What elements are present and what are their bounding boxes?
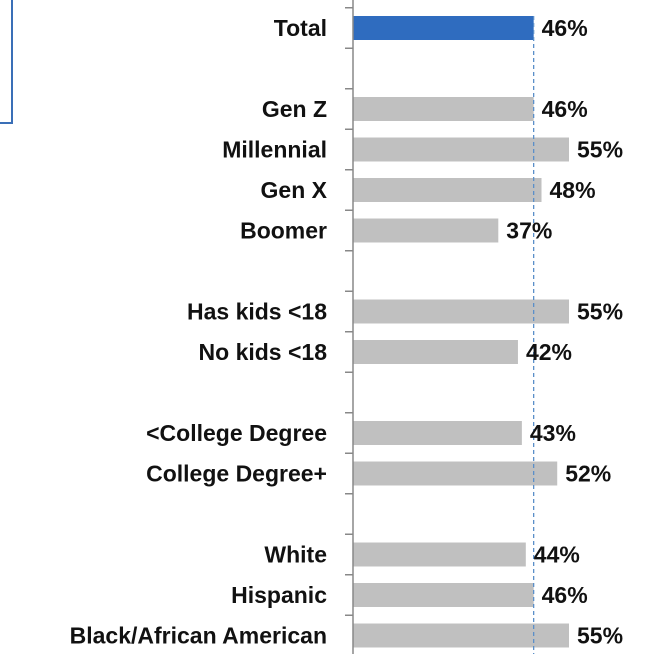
value-label-black-african-american: 55% (577, 623, 623, 649)
value-label-millennial: 55% (577, 137, 623, 163)
bar-college-degree (353, 421, 522, 445)
category-label-has-kids-18: Has kids <18 (187, 299, 327, 325)
category-label-college-degree: College Degree+ (146, 461, 327, 487)
category-labels: Total Gen Z Millennial Gen X Boomer Has kids … (70, 15, 328, 649)
category-label-total: Total (274, 15, 327, 41)
bar-black-african-american (353, 623, 569, 648)
value-label-college-degree: 52% (565, 461, 611, 487)
category-label-boomer: Boomer (240, 218, 327, 244)
category-label-gen-z: Gen Z (262, 96, 327, 122)
value-label-no-kids-18: 42% (526, 339, 572, 365)
bar-college-degree (353, 461, 558, 486)
legend-box (0, 0, 13, 124)
category-label-black-african-american: Black/African American (70, 623, 327, 649)
bar-white (353, 542, 526, 567)
value-label-has-kids-18: 55% (577, 299, 623, 325)
category-label-no-kids-18: No kids <18 (199, 339, 328, 365)
category-label-gen-x: Gen X (261, 177, 328, 203)
value-label-gen-x: 48% (550, 177, 596, 203)
value-label-white: 44% (534, 542, 580, 568)
bar-boomer (353, 218, 499, 243)
bar-no-kids-18 (353, 340, 518, 364)
bar-total (353, 16, 534, 40)
category-label-hispanic: Hispanic (231, 582, 327, 608)
bars-group (353, 16, 569, 648)
bar-gen-x (353, 178, 542, 202)
bar-hispanic (353, 583, 534, 607)
value-label-total: 46% (542, 15, 588, 41)
category-label-college-degree: <College Degree (146, 420, 327, 446)
value-label-gen-z: 46% (542, 96, 588, 122)
category-label-millennial: Millennial (222, 137, 327, 163)
category-label-white: White (264, 542, 327, 568)
bar-gen-z (353, 97, 534, 121)
bar-millennial (353, 137, 569, 162)
bar-has-kids-18 (353, 299, 569, 324)
value-label-boomer: 37% (506, 218, 552, 244)
value-label-college-degree: 43% (530, 420, 576, 446)
category-axis (345, 0, 354, 654)
value-labels: 46%46%55%48%37%55%42%43%52%44%46%55% (506, 15, 623, 649)
value-label-hispanic: 46% (542, 582, 588, 608)
